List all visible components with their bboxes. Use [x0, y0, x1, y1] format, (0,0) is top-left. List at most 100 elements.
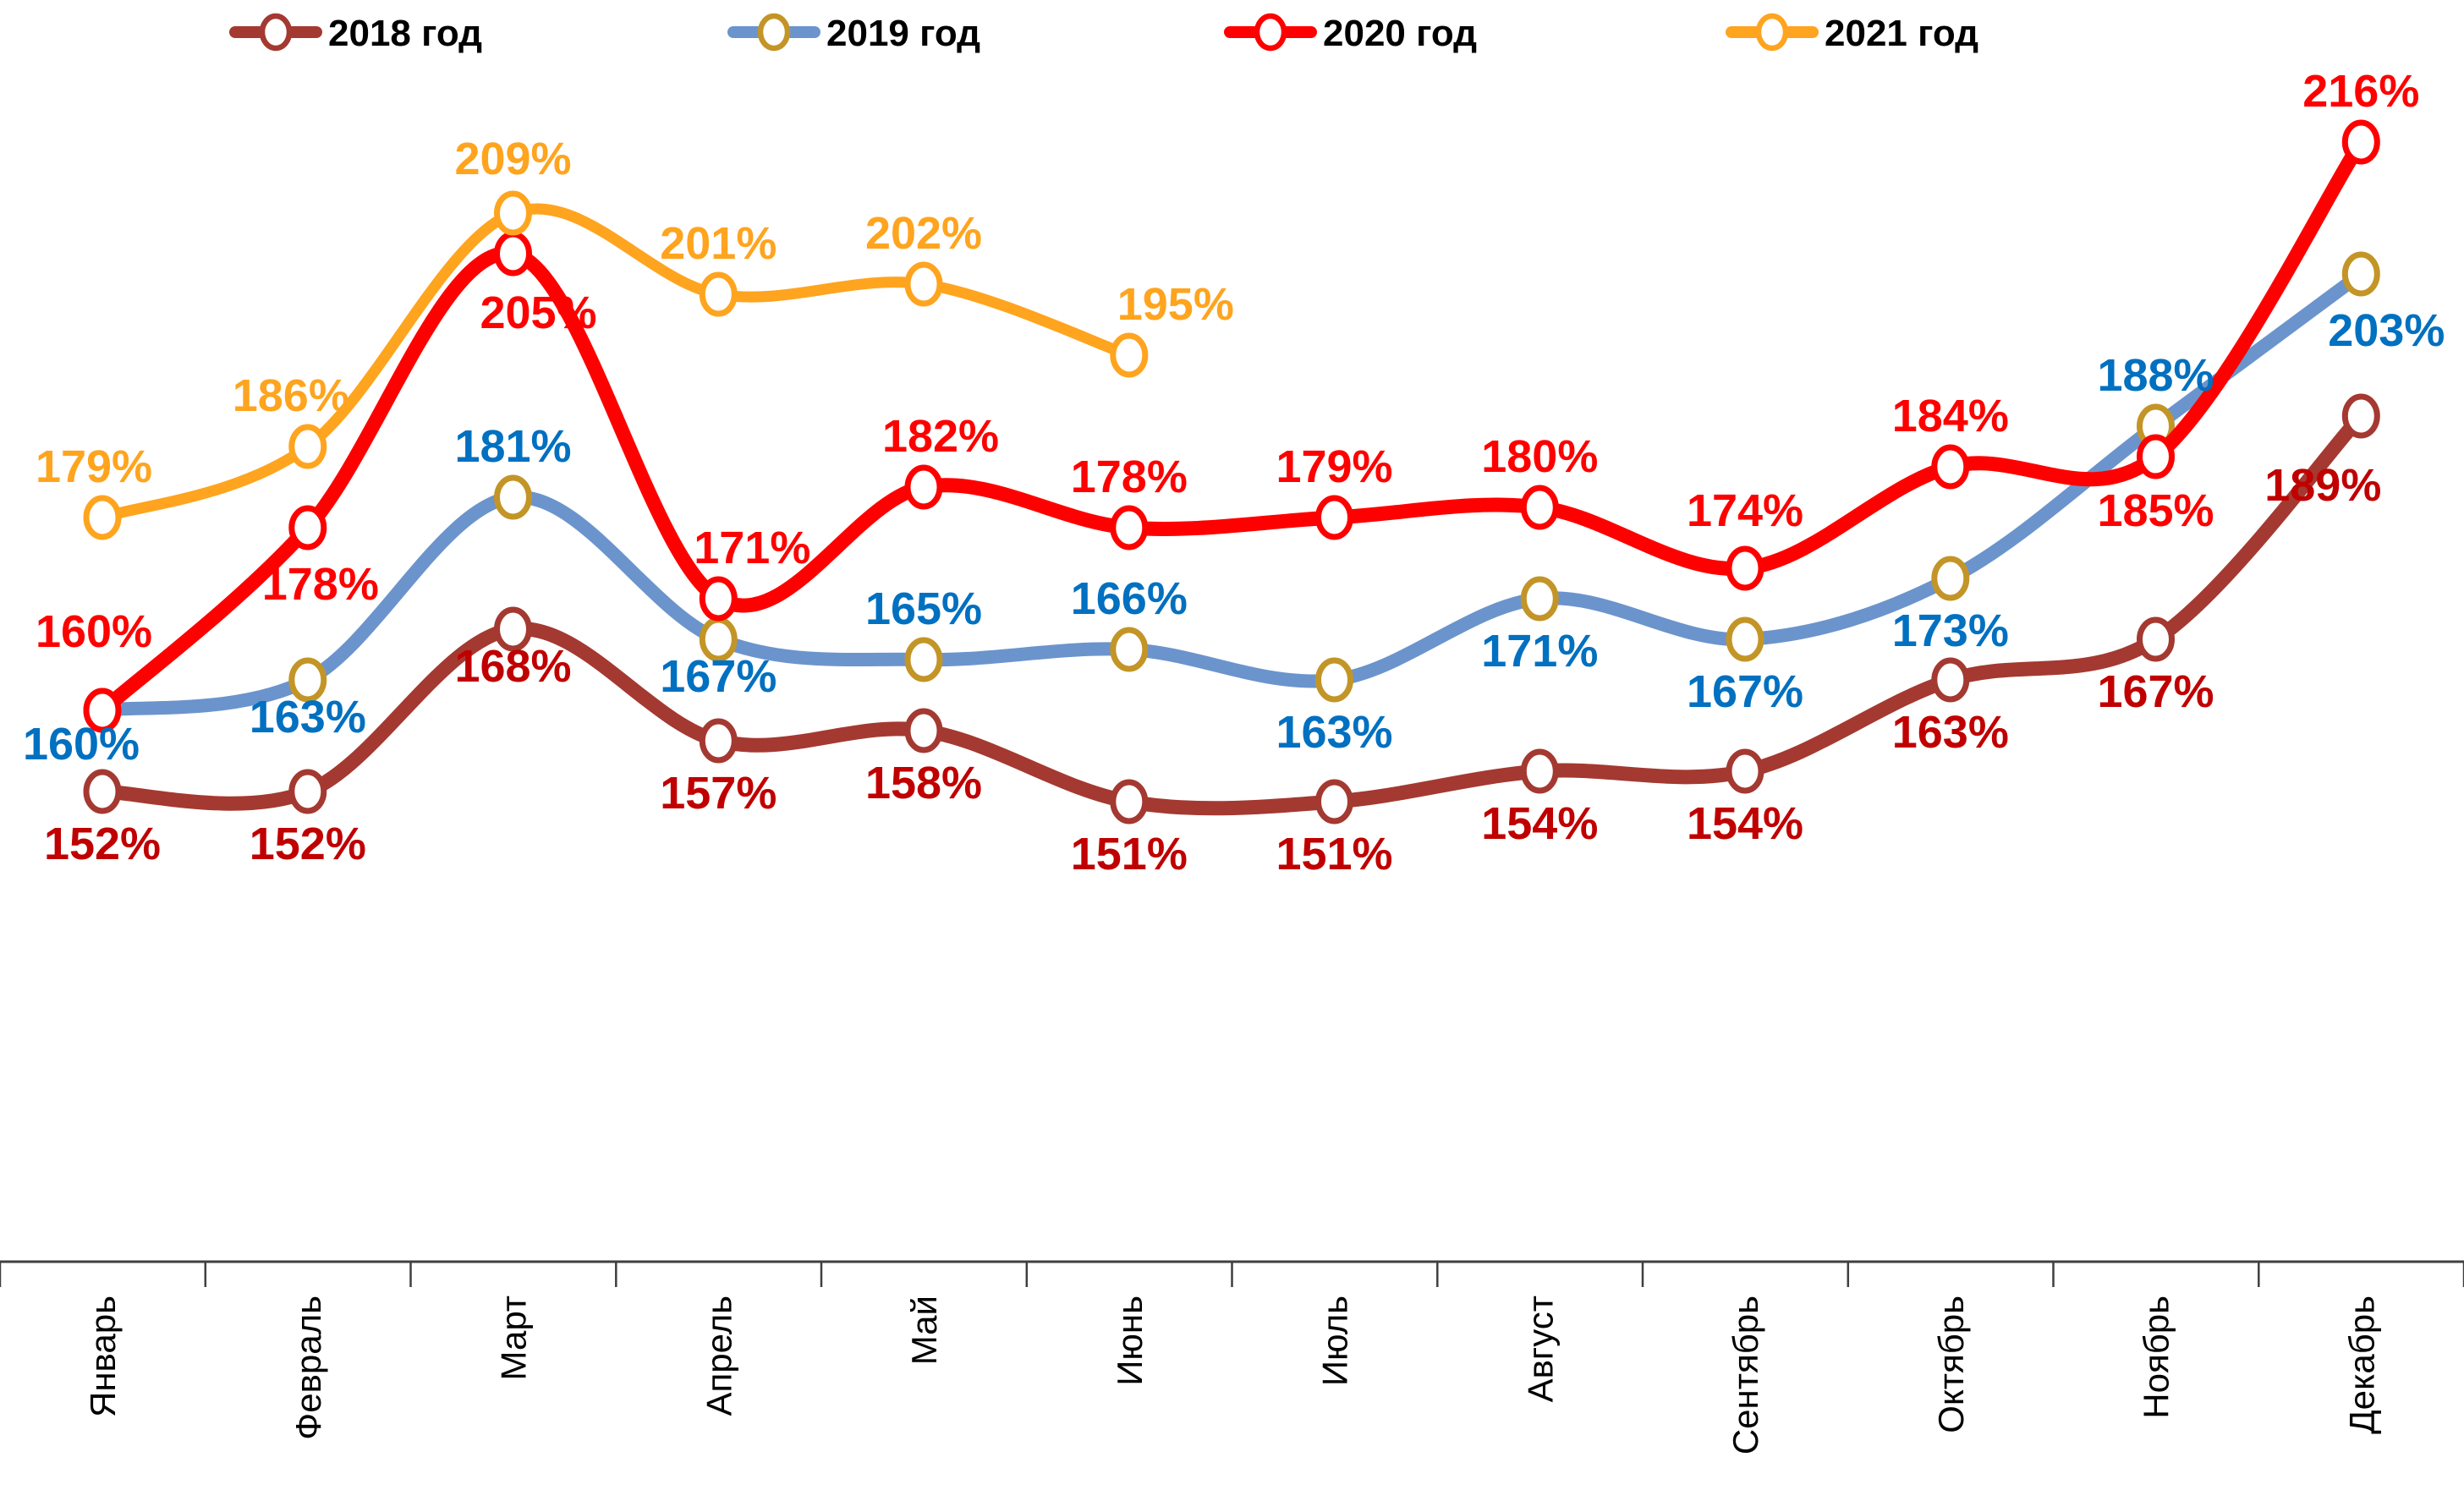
- data-point-label: 195%: [1117, 279, 1234, 330]
- data-point-label: 152%: [44, 819, 161, 869]
- x-axis-label: Март: [494, 1296, 534, 1381]
- data-point-marker: [699, 576, 738, 622]
- data-point-label: 160%: [36, 606, 152, 657]
- data-point-label: 185%: [2097, 485, 2214, 536]
- x-axis-label: Февраль: [288, 1296, 328, 1440]
- series-2020-labels: 160% 178% 205% 171% 182% 178% 179% 180% 174% 184%…: [36, 66, 2419, 657]
- data-point-label: 184%: [1892, 391, 2009, 441]
- data-point-marker: [83, 769, 122, 814]
- data-point-marker: [288, 424, 327, 469]
- data-point-label: 167%: [660, 651, 777, 702]
- data-point-label: 163%: [250, 692, 366, 742]
- data-point-marker: [1110, 779, 1149, 824]
- data-point-label: 174%: [1687, 485, 1803, 536]
- data-point-marker: [2341, 251, 2380, 297]
- data-point-marker: [494, 190, 532, 236]
- data-point-label: 179%: [36, 441, 152, 492]
- series-2020: [83, 119, 2380, 733]
- data-point-marker: [1931, 444, 1970, 490]
- data-point-label: 151%: [1071, 829, 1188, 879]
- data-point-label: 165%: [865, 583, 982, 634]
- data-point-label: 171%: [1481, 626, 1598, 677]
- data-point-marker: [1931, 657, 1970, 703]
- legend-swatch-marker: [259, 13, 293, 52]
- data-point-label: 201%: [660, 218, 777, 269]
- legend-swatch-marker: [757, 13, 791, 52]
- legend-label: 2021 год: [1825, 13, 1978, 54]
- data-point-marker: [699, 271, 738, 317]
- data-point-marker: [904, 261, 943, 307]
- data-point-label: 181%: [454, 421, 571, 472]
- data-point-marker: [288, 769, 327, 814]
- data-point-marker: [494, 231, 532, 277]
- data-point-marker: [1110, 627, 1149, 672]
- data-point-marker: [1315, 657, 1353, 703]
- x-axis-label: Июль: [1315, 1296, 1355, 1386]
- data-point-marker: [1315, 779, 1353, 824]
- x-axis-label: Апрель: [699, 1296, 738, 1416]
- legend-item-2020: 2020 год: [1224, 13, 1477, 54]
- data-point-marker: [83, 495, 122, 540]
- data-point-marker: [1110, 332, 1149, 378]
- data-point-marker: [1726, 616, 1764, 662]
- series-2020-line: [95, 134, 2368, 718]
- data-point-marker: [904, 708, 943, 753]
- legend-label: 2020 год: [1323, 13, 1477, 54]
- data-point-label: 168%: [454, 641, 571, 692]
- data-point-label: 163%: [1892, 707, 2009, 758]
- data-point-marker: [1931, 556, 1970, 601]
- data-point-label: 209%: [454, 134, 571, 184]
- x-axis-label: Май: [904, 1296, 944, 1365]
- legend: 2018 год 2019 год 2020 год 2021 год: [229, 13, 1978, 54]
- legend-item-2021: 2021 год: [1726, 13, 1978, 54]
- legend-item-2019: 2019 год: [727, 13, 980, 54]
- data-point-marker: [1110, 505, 1149, 551]
- data-point-label: 171%: [694, 523, 810, 573]
- series-2018-line: [95, 408, 2368, 816]
- data-point-marker: [2137, 616, 2175, 662]
- data-point-label: 188%: [2097, 350, 2214, 401]
- legend-item-2018: 2018 год: [229, 13, 482, 54]
- data-point-label: 167%: [1687, 666, 1803, 717]
- data-point-label: 178%: [262, 559, 379, 610]
- data-point-marker: [2341, 393, 2380, 439]
- series-2021: [83, 190, 1149, 540]
- series-2019: [83, 251, 2380, 733]
- data-point-marker: [494, 606, 532, 652]
- x-axis-label: Октябрь: [1931, 1296, 1971, 1433]
- data-point-label: 173%: [1892, 605, 2009, 656]
- series-2018-labels: 152% 152% 168% 157% 158% 151% 151% 154% 154% 163%…: [44, 460, 2381, 879]
- data-point-marker: [2137, 434, 2175, 479]
- data-point-label: 166%: [1071, 573, 1188, 624]
- data-point-label: 160%: [23, 719, 140, 770]
- x-axis-label: Ноябрь: [2137, 1296, 2176, 1419]
- data-point-label: 202%: [865, 208, 982, 259]
- legend-swatch-marker: [1755, 13, 1789, 52]
- series-2019-labels: 160% 163% 181% 167% 165% 166% 163% 171% 167% 173%…: [23, 305, 2445, 770]
- data-point-marker: [904, 637, 943, 682]
- data-point-marker: [1520, 748, 1559, 794]
- data-point-marker: [1520, 576, 1559, 622]
- data-point-label: 154%: [1687, 798, 1803, 849]
- data-point-label: 151%: [1276, 829, 1392, 879]
- data-point-label: 167%: [2097, 666, 2214, 717]
- x-axis: Январь Февраль Март Апрель Май Июнь Июль Август…: [0, 1260, 2464, 1454]
- data-point-marker: [288, 505, 327, 551]
- data-point-marker: [1726, 545, 1764, 591]
- data-point-label: 158%: [865, 758, 982, 808]
- data-point-label: 157%: [660, 768, 777, 819]
- x-axis-label: Июнь: [1110, 1296, 1150, 1386]
- legend-label: 2019 год: [826, 13, 980, 54]
- data-point-marker: [1315, 495, 1353, 540]
- data-point-marker: [2341, 119, 2380, 165]
- series-2019-line: [96, 267, 2368, 717]
- series-2018: [83, 393, 2380, 824]
- data-point-label: 203%: [2328, 305, 2445, 356]
- legend-label: 2018 год: [328, 13, 482, 54]
- data-point-label: 163%: [1276, 707, 1392, 758]
- data-point-marker: [1520, 485, 1559, 530]
- data-point-label: 216%: [2302, 66, 2419, 117]
- data-point-label: 186%: [233, 370, 349, 421]
